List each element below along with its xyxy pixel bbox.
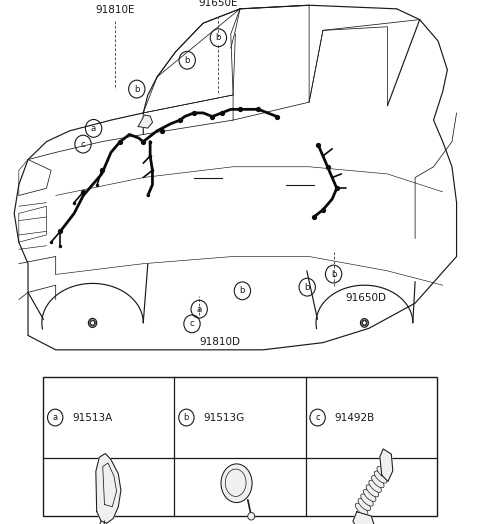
Bar [43, 377, 437, 516]
Ellipse shape [355, 503, 368, 515]
Polygon shape [96, 453, 121, 523]
Polygon shape [353, 512, 375, 524]
Ellipse shape [363, 489, 376, 501]
Text: b: b [184, 56, 190, 65]
Text: a: a [197, 304, 202, 314]
Ellipse shape [221, 464, 252, 503]
Polygon shape [98, 521, 105, 524]
Ellipse shape [366, 485, 379, 497]
Text: b: b [304, 282, 310, 292]
Text: 91650D: 91650D [346, 293, 386, 303]
Ellipse shape [374, 471, 387, 483]
Text: 91810E: 91810E [96, 5, 135, 15]
Text: b: b [134, 84, 140, 94]
Polygon shape [138, 115, 153, 128]
Text: a: a [53, 413, 58, 422]
Text: c: c [315, 413, 320, 422]
Text: 91650E: 91650E [199, 0, 238, 8]
Ellipse shape [372, 476, 384, 488]
Text: 91513A: 91513A [72, 412, 112, 422]
Text: 91513G: 91513G [203, 412, 244, 422]
Text: b: b [184, 413, 189, 422]
Ellipse shape [377, 466, 389, 478]
Ellipse shape [358, 498, 371, 511]
Polygon shape [380, 449, 393, 482]
Circle shape [248, 512, 255, 520]
Text: b: b [216, 33, 221, 42]
Text: 91492B: 91492B [335, 412, 375, 422]
Text: b: b [331, 269, 336, 279]
Ellipse shape [361, 494, 373, 506]
Text: a: a [91, 124, 96, 133]
Ellipse shape [369, 480, 382, 493]
Text: b: b [240, 286, 245, 296]
Text: c: c [190, 319, 194, 329]
Text: c: c [81, 139, 85, 149]
Text: 91810D: 91810D [199, 337, 240, 347]
